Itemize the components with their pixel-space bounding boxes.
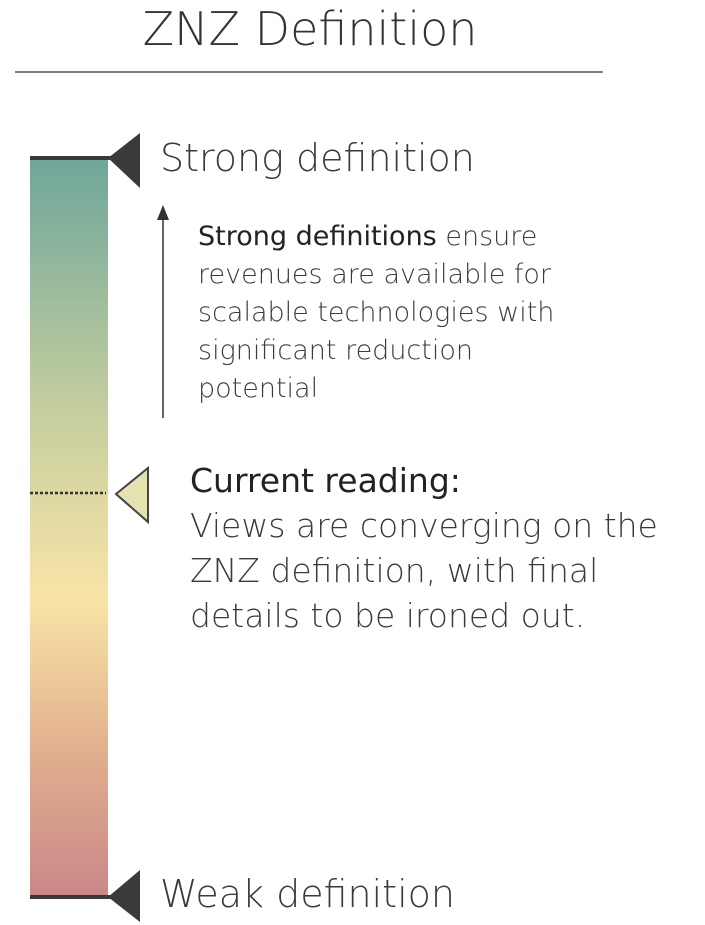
description-text: ensure revenues are available for scalab… xyxy=(198,221,555,404)
reading-heading: Current reading: xyxy=(190,461,461,500)
bottom-pointer xyxy=(108,870,140,922)
description: Strong definitions ensure revenues are a… xyxy=(198,218,593,408)
arrow-head xyxy=(157,205,169,220)
gradient-bar xyxy=(30,158,108,897)
current-reading: Current reading: Views are converging on … xyxy=(190,458,705,638)
title: ZNZ Definition xyxy=(142,2,478,56)
bottom-label: Weak definition xyxy=(160,872,455,916)
reading-text: Views are converging on the ZNZ definiti… xyxy=(190,506,658,635)
description-emphasis: Strong definitions xyxy=(198,221,437,252)
top-label: Strong definition xyxy=(160,136,475,180)
top-pointer xyxy=(108,133,140,188)
reading-pointer xyxy=(114,465,149,525)
